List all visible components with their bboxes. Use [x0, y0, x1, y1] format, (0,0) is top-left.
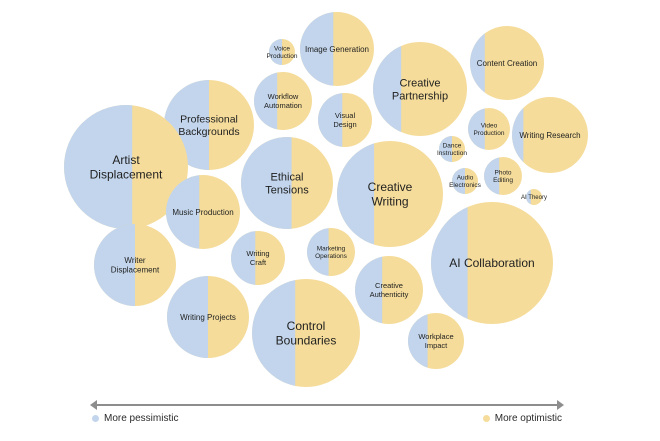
bubble-label: Video Production [473, 122, 504, 137]
bubble-photo-editing: Photo Editing [484, 157, 522, 195]
bubble-label: Writing Projects [180, 313, 236, 322]
bubble-label: Image Generation [305, 45, 369, 54]
bubble-pessimistic-half [439, 136, 452, 162]
bubble-label: AI Theory [521, 195, 547, 201]
bubble-label: Content Creation [477, 59, 537, 68]
bubble-workflow-automation: Workflow Automation [254, 72, 312, 130]
bubble-label: Marketing Operations [315, 245, 348, 260]
bubble-video-production: Video Production [468, 108, 510, 150]
bubble-music-production: Music Production [166, 175, 240, 249]
bubble-pessimistic-half [408, 313, 428, 369]
bubble-label: Workplace Impact [418, 332, 453, 350]
bubble-label: Visual Design [333, 111, 356, 129]
bubble-optimistic-half [470, 26, 544, 100]
legend-item-optimistic: More optimistic [482, 413, 562, 424]
bubble-label: Ethical Tensions [265, 171, 309, 196]
bubble-creative-authenticity: Creative Authenticity [355, 256, 423, 324]
bubble-writing-projects: Writing Projects [167, 276, 249, 358]
bubble-label: Creative Writing [368, 180, 413, 208]
bubble-label: Music Production [172, 208, 233, 217]
bubble-pessimistic-half [484, 157, 500, 195]
bubble-pessimistic-half [254, 72, 278, 130]
bubble-pessimistic-half [526, 189, 531, 205]
bubble-ai-collaboration: AI Collaboration [431, 202, 553, 324]
bubble-label: Creative Authenticity [370, 281, 409, 299]
bubble-writing-research: Writing Research [512, 97, 588, 173]
legend-dot-optimistic [482, 415, 490, 422]
bubble-writing-craft: Writing Craft [231, 231, 285, 285]
bubble-pessimistic-half [373, 42, 402, 136]
bubble-label: Professional Backgrounds [178, 113, 239, 137]
bubble-label: Voice Production [266, 45, 297, 60]
bubble-label: Dance Instruction [437, 142, 467, 157]
bubble-image-generation: Image Generation [300, 12, 374, 86]
sentiment-axis-arrow [90, 400, 564, 410]
bubble-label: Workflow Automation [264, 92, 302, 110]
bubble-visual-design: Visual Design [318, 93, 372, 147]
legend-item-pessimistic: More pessimistic [92, 413, 178, 424]
legend-label-optimistic: More optimistic [494, 413, 562, 424]
bubble-creative-writing: Creative Writing [337, 141, 443, 247]
bubble-creative-partnership: Creative Partnership [373, 42, 467, 136]
bubble-artist-displacement: Artist Displacement [64, 105, 188, 229]
legend-label-pessimistic: More pessimistic [104, 413, 179, 424]
bubble-label: Control Boundaries [276, 319, 337, 347]
bubble-pessimistic-half [452, 168, 465, 194]
legend-dot-pessimistic [92, 415, 99, 422]
bubble-label: Artist Displacement [90, 153, 163, 181]
bubble-optimistic-half [512, 97, 588, 173]
bubble-label: Photo Editing [493, 169, 513, 184]
bubble-audio-electronics: Audio Electronics [449, 168, 482, 194]
bubble-pessimistic-half [468, 108, 485, 150]
bubble-marketing-operations: Marketing Operations [307, 228, 355, 276]
bubble-label: Writing Research [519, 131, 580, 140]
bubble-content-creation: Content Creation [470, 26, 544, 100]
bubble-ethical-tensions: Ethical Tensions [241, 137, 333, 229]
bubble-chart: Voice Production Image Generation Creative P… [64, 12, 588, 387]
bubble-writer-displacement: Writer Displacement [94, 224, 176, 306]
bubble-voice-production: Voice Production [266, 39, 298, 65]
bubble-dance-instruction: Dance Instruction [437, 136, 467, 162]
bubble-pessimistic-half [269, 39, 282, 65]
bubble-control-boundaries: Control Boundaries [252, 279, 360, 387]
bubble-ai-theory: AI Theory [521, 189, 547, 205]
bubble-workplace-impact: Workplace Impact [408, 313, 464, 369]
bubble-label: Audio Electronics [449, 174, 482, 189]
bubble-pessimistic-half [512, 97, 524, 173]
bubble-label: Writer Displacement [111, 256, 160, 274]
bubble-label: AI Collaboration [449, 256, 534, 270]
bubble-pessimistic-half [307, 228, 329, 276]
legend: More pessimistic More optimistic [0, 396, 660, 436]
bubble-label: Creative Partnership [392, 77, 448, 102]
bubble-label: Writing Craft [246, 249, 269, 267]
